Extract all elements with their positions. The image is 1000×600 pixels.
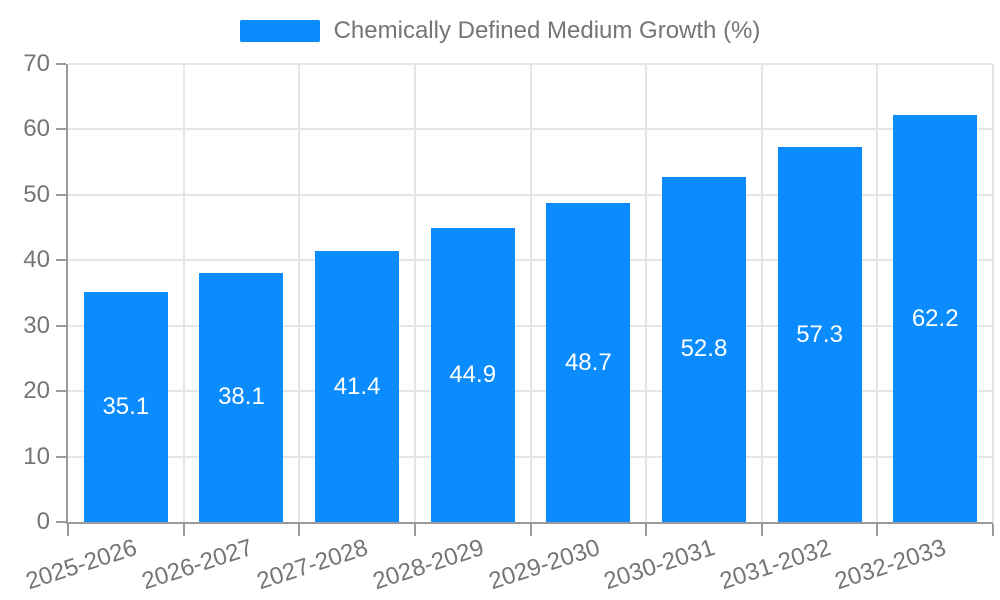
x-axis-tick: [760, 524, 763, 536]
y-axis-tick-label: 10: [23, 442, 50, 470]
y-axis-tick: [56, 63, 66, 65]
x-gridline: [529, 64, 532, 522]
y-axis-tick-label: 40: [23, 246, 50, 274]
x-axis-tick: [67, 524, 69, 536]
legend-swatch-icon: [239, 20, 320, 42]
x-gridline: [876, 64, 879, 522]
bar: [83, 292, 168, 522]
bar: [546, 203, 631, 522]
x-axis-tick: [298, 524, 301, 536]
x-gridline: [413, 64, 416, 522]
x-axis-tick-label: 2025-2026: [22, 534, 141, 596]
x-axis-tick-label: 2031-2032: [716, 534, 834, 596]
plot-area: 0 10 20 30 40 50 60 70 35.1 2025-2026 38.1 2026-202…: [23, 50, 994, 595]
x-gridline: [298, 64, 301, 522]
bar: [315, 251, 400, 522]
x-gridline: [645, 64, 648, 522]
y-axis-tick-label: 50: [23, 180, 50, 208]
x-axis-tick-label: 2026-2027: [138, 534, 256, 596]
y-axis-tick: [56, 390, 66, 393]
legend-label: Chemically Defined Medium Growth (%): [333, 17, 761, 44]
y-axis-tick-label: 70: [23, 50, 50, 77]
y-axis-tick: [56, 455, 66, 458]
x-axis-tick-label: 2029-2030: [485, 534, 603, 596]
y-axis-tick: [56, 128, 66, 131]
bar: [661, 176, 746, 522]
y-gridline: [68, 63, 993, 65]
x-axis-tick-label: 2027-2028: [253, 534, 372, 596]
y-axis-tick-label: 60: [23, 115, 50, 143]
x-axis-tick-label: 2028-2029: [369, 534, 488, 596]
y-axis-tick-label: 30: [23, 311, 50, 339]
bar: [430, 228, 515, 522]
x-axis-tick: [413, 524, 416, 536]
bar: [199, 272, 284, 522]
y-axis-tick-label: 0: [36, 508, 50, 535]
y-axis-tick: [56, 259, 66, 262]
x-gridline: [992, 64, 994, 522]
bar: [777, 147, 862, 522]
x-axis-line: [66, 522, 993, 524]
y-axis-line: [66, 64, 68, 522]
y-axis-tick-label: 20: [23, 377, 50, 405]
y-axis-tick: [56, 521, 66, 523]
bar: [893, 115, 978, 522]
legend[interactable]: Chemically Defined Medium Growth (%): [0, 17, 1000, 45]
x-axis-tick-label: 2030-2031: [600, 534, 719, 596]
y-gridline: [68, 128, 993, 131]
y-axis-tick: [56, 193, 66, 196]
x-axis-tick: [992, 524, 994, 536]
x-gridline: [760, 64, 763, 522]
x-axis-tick: [876, 524, 879, 536]
y-axis-tick: [56, 324, 66, 327]
x-axis-tick: [182, 524, 185, 536]
x-axis-tick-label: 2032-2033: [832, 534, 950, 596]
x-axis-tick: [529, 524, 532, 536]
x-gridline: [182, 64, 185, 522]
x-axis-tick: [645, 524, 648, 536]
